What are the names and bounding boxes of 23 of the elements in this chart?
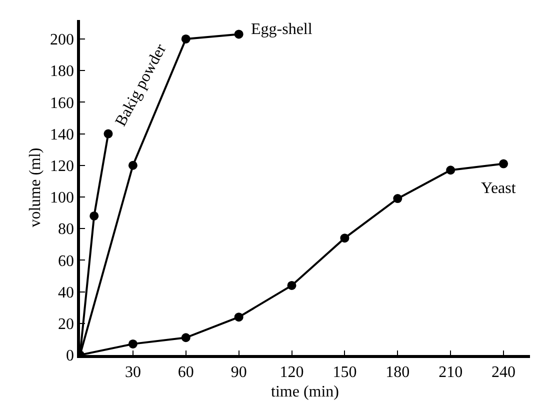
y-tick-label: 60 <box>58 252 74 270</box>
series-label: Egg-shell <box>251 21 313 38</box>
x-tick-label: 60 <box>178 364 194 381</box>
y-tick-label: 180 <box>50 63 74 80</box>
x-tick-label: 240 <box>492 364 516 381</box>
y-tick-label: 140 <box>50 126 74 144</box>
y-axis-title: volume (ml) <box>26 148 44 228</box>
x-tick-label: 120 <box>280 364 304 381</box>
y-tick-label: 200 <box>50 32 74 49</box>
x-axis-title: time (min) <box>271 384 339 401</box>
y-tick-label: 100 <box>50 190 74 207</box>
x-tick-label: 90 <box>230 364 247 381</box>
y-tick-label: 80 <box>58 221 74 238</box>
series-label: Yeast <box>481 180 516 197</box>
x-tick-label: 210 <box>438 364 463 381</box>
x-tick-label: 180 <box>386 364 410 381</box>
y-tick-label: 0 <box>66 348 74 365</box>
y-tick-label: 160 <box>50 94 74 112</box>
y-tick-label: 40 <box>58 284 74 302</box>
y-tick-label: 120 <box>50 158 74 175</box>
x-tick-label: 150 <box>332 364 357 381</box>
x-tick-label: 30 <box>124 364 141 381</box>
y-tick-label: 20 <box>58 316 74 333</box>
